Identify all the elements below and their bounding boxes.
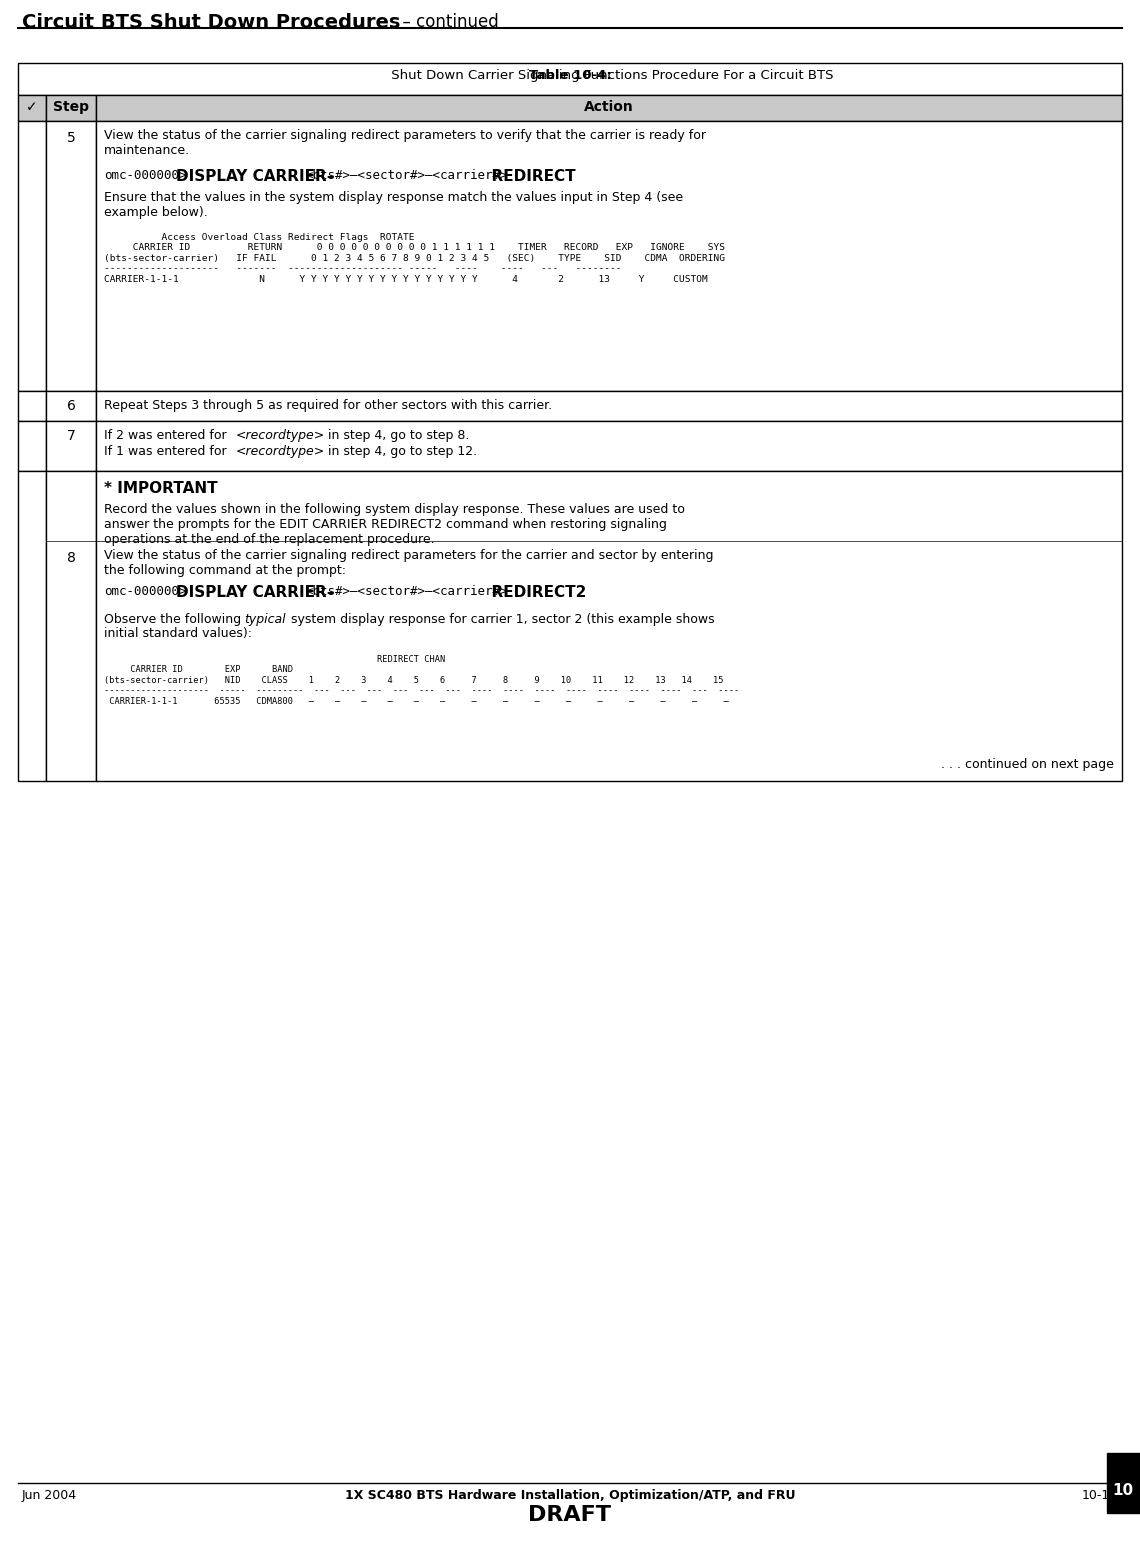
Bar bbox=[46, 471, 96, 781]
Text: system display response for carrier 1, sector 2 (this example shows: system display response for carrier 1, s… bbox=[287, 613, 715, 626]
Bar bbox=[18, 471, 46, 781]
Text: REDIRECT CHAN
     CARRIER ID        EXP      BAND
(bts-sector-carrier)   NID   : REDIRECT CHAN CARRIER ID EXP BAND (bts-s… bbox=[104, 654, 739, 705]
Bar bbox=[96, 120, 1122, 390]
Text: Observe the following: Observe the following bbox=[104, 613, 245, 626]
Text: If 1 was entered for: If 1 was entered for bbox=[104, 444, 230, 458]
Text: Shut Down Carrier Signaling Functions Procedure For a Circuit BTS: Shut Down Carrier Signaling Functions Pr… bbox=[386, 69, 833, 82]
Bar bbox=[18, 390, 46, 421]
Text: Record the values shown in the following system display response. These values a: Record the values shown in the following… bbox=[104, 503, 685, 546]
Text: Ensure that the values in the system display response match the values input in : Ensure that the values in the system dis… bbox=[104, 191, 683, 219]
Text: – continued: – continued bbox=[392, 12, 499, 31]
Text: <recordtype>: <recordtype> bbox=[236, 429, 325, 441]
Bar bbox=[46, 421, 96, 471]
Text: Action: Action bbox=[584, 100, 634, 114]
Text: Access Overload Class Redirect Flags  ROTATE
     CARRIER ID          RETURN    : Access Overload Class Redirect Flags ROT… bbox=[104, 233, 725, 284]
Text: <recordtype>: <recordtype> bbox=[236, 444, 325, 458]
Text: 8: 8 bbox=[66, 551, 75, 565]
Text: View the status of the carrier signaling redirect parameters to verify that the : View the status of the carrier signaling… bbox=[104, 130, 706, 157]
Text: omc-000000>: omc-000000> bbox=[104, 585, 187, 599]
Bar bbox=[46, 390, 96, 421]
Text: 5: 5 bbox=[66, 131, 75, 145]
Text: If 2 was entered for: If 2 was entered for bbox=[104, 429, 230, 441]
Text: Table 10-4:: Table 10-4: bbox=[529, 69, 611, 82]
Bar bbox=[96, 421, 1122, 471]
Text: typical: typical bbox=[244, 613, 286, 626]
Text: 7: 7 bbox=[66, 429, 75, 443]
Text: DISPLAY CARRIER–: DISPLAY CARRIER– bbox=[176, 585, 334, 600]
Bar bbox=[1107, 1454, 1140, 1514]
Text: REDIRECT2: REDIRECT2 bbox=[481, 585, 586, 600]
Text: REDIRECT: REDIRECT bbox=[481, 170, 576, 184]
Text: . . . continued on next page: . . . continued on next page bbox=[942, 758, 1114, 772]
Text: <bts#>–<sector#>–<carrier#>: <bts#>–<sector#>–<carrier#> bbox=[306, 585, 508, 599]
Text: <bts#>–<sector#>–<carrier#>: <bts#>–<sector#>–<carrier#> bbox=[306, 170, 508, 182]
Text: View the status of the carrier signaling redirect parameters for the carrier and: View the status of the carrier signaling… bbox=[104, 549, 714, 577]
Bar bbox=[96, 471, 1122, 781]
Text: Jun 2004: Jun 2004 bbox=[22, 1489, 78, 1501]
Text: 10-19: 10-19 bbox=[1082, 1489, 1118, 1501]
Text: omc-000000>: omc-000000> bbox=[104, 170, 187, 182]
Text: 10: 10 bbox=[1113, 1483, 1133, 1498]
Text: initial standard values):: initial standard values): bbox=[104, 626, 252, 640]
Text: 6: 6 bbox=[66, 400, 75, 414]
Bar bbox=[18, 96, 46, 120]
Text: DRAFT: DRAFT bbox=[529, 1504, 611, 1524]
Bar bbox=[96, 390, 1122, 421]
Bar bbox=[46, 120, 96, 390]
Text: in step 4, go to step 12.: in step 4, go to step 12. bbox=[324, 444, 478, 458]
Text: Circuit BTS Shut Down Procedures: Circuit BTS Shut Down Procedures bbox=[22, 12, 400, 32]
Bar bbox=[46, 96, 96, 120]
Text: in step 4, go to step 8.: in step 4, go to step 8. bbox=[324, 429, 470, 441]
Text: Repeat Steps 3 through 5 as required for other sectors with this carrier.: Repeat Steps 3 through 5 as required for… bbox=[104, 400, 552, 412]
Bar bbox=[96, 96, 1122, 120]
Text: * IMPORTANT: * IMPORTANT bbox=[104, 481, 218, 495]
Text: ✓: ✓ bbox=[26, 100, 38, 114]
Text: 1X SC480 BTS Hardware Installation, Optimization/ATP, and FRU: 1X SC480 BTS Hardware Installation, Opti… bbox=[344, 1489, 796, 1501]
Bar bbox=[18, 120, 46, 390]
Text: DISPLAY CARRIER–: DISPLAY CARRIER– bbox=[176, 170, 334, 184]
Bar bbox=[18, 421, 46, 471]
Text: Step: Step bbox=[52, 100, 89, 114]
Bar bbox=[18, 63, 1122, 96]
